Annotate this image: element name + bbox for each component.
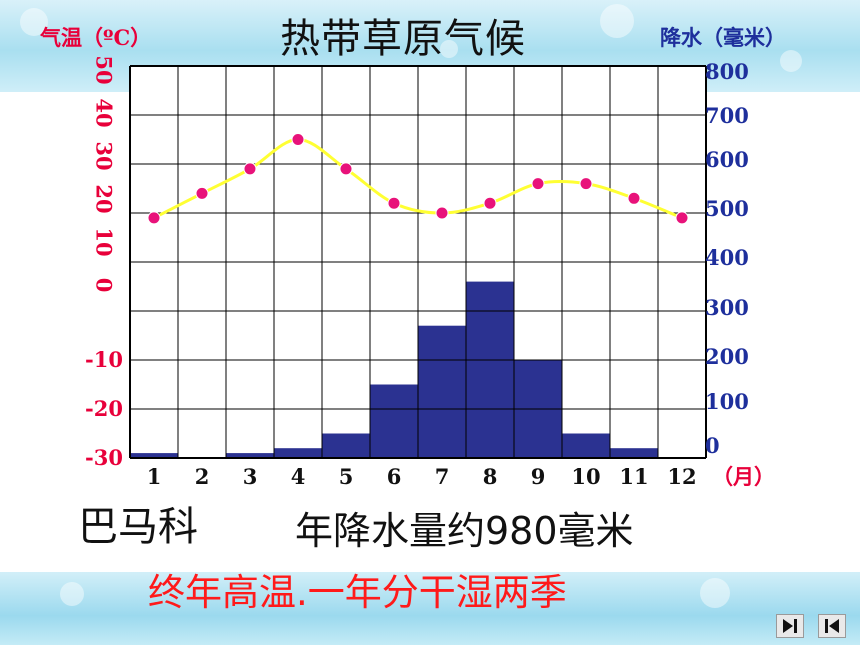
temperature-point	[531, 177, 545, 191]
precipitation-bar	[610, 448, 658, 458]
month-tick-label: 12	[667, 464, 696, 489]
precipitation-tick-label: 200	[705, 344, 749, 369]
temperature-tick-label: -10	[85, 347, 123, 372]
temperature-point	[291, 133, 305, 146]
place-name: 巴马科	[78, 504, 198, 550]
decorative-bubble	[440, 40, 458, 58]
previous-slide-button[interactable]	[818, 614, 846, 638]
temperature-tick-label: -30	[85, 445, 123, 470]
precipitation-bar	[322, 433, 370, 458]
month-tick-label: 4	[291, 464, 306, 489]
precipitation-tick-label: 400	[705, 245, 749, 270]
precipitation-bar	[226, 453, 274, 458]
precipitation-tick-label: 100	[705, 389, 749, 414]
precipitation-tick-label: 300	[705, 295, 749, 320]
month-tick-label: 11	[619, 464, 648, 489]
precipitation-tick-label: 500	[705, 196, 749, 221]
precipitation-bar	[274, 448, 322, 458]
month-tick-label: 6	[387, 464, 402, 489]
temperature-tick-label: 40	[92, 98, 117, 127]
decorative-bubble	[600, 4, 634, 38]
temperature-tick-label: 10	[92, 227, 117, 256]
month-tick-label: 10	[571, 464, 600, 489]
next-slide-button[interactable]	[776, 614, 804, 638]
month-tick-label: 5	[339, 464, 354, 489]
decorative-bubble	[60, 582, 84, 606]
temperature-tick-label: 30	[92, 141, 117, 170]
decorative-bubble	[20, 8, 48, 36]
chart-title: 热带草原气候	[280, 16, 526, 62]
temperature-point	[387, 196, 401, 210]
climate-summary: 终年高温.一年分干湿两季	[148, 571, 567, 614]
precipitation-bar	[370, 384, 418, 458]
temperature-point	[483, 196, 497, 210]
temperature-tick-label: -20	[85, 396, 123, 421]
month-tick-label: 2	[195, 464, 210, 489]
temperature-point	[195, 186, 209, 200]
month-tick-label: 9	[531, 464, 546, 489]
precipitation-axis-title: 降水（毫米）	[660, 25, 786, 50]
footer-band	[0, 572, 860, 645]
decorative-bubble	[780, 50, 802, 72]
temperature-tick-label: 0	[92, 278, 117, 293]
temperature-point	[339, 162, 353, 176]
temperature-point	[627, 191, 641, 205]
precipitation-bar	[418, 325, 466, 458]
decorative-bubble	[700, 578, 730, 608]
play-next-icon	[783, 619, 797, 633]
temperature-point	[243, 162, 257, 176]
annual-precipitation: 年降水量约980毫米	[295, 509, 634, 553]
month-unit-label: （月）	[712, 464, 775, 489]
precipitation-bar	[562, 433, 610, 458]
month-tick-label: 7	[435, 464, 450, 489]
temperature-tick-label: 20	[92, 184, 117, 213]
precipitation-tick-label: 0	[705, 433, 720, 458]
month-tick-label: 1	[147, 464, 162, 489]
temperature-point	[579, 177, 593, 191]
precipitation-bar	[466, 281, 514, 458]
temperature-axis-title: 气温（ºC）	[40, 25, 152, 50]
month-tick-label: 3	[243, 464, 258, 489]
temperature-tick-label: 50	[92, 55, 117, 84]
temperature-point	[675, 211, 689, 225]
precipitation-tick-label: 700	[705, 103, 749, 128]
play-prev-icon	[825, 619, 839, 633]
precipitation-tick-label: 600	[705, 147, 749, 172]
precipitation-bar	[130, 453, 178, 458]
temperature-point	[147, 211, 161, 225]
month-tick-label: 8	[483, 464, 498, 489]
temperature-point	[435, 206, 449, 220]
precipitation-tick-label: 800	[705, 59, 749, 84]
